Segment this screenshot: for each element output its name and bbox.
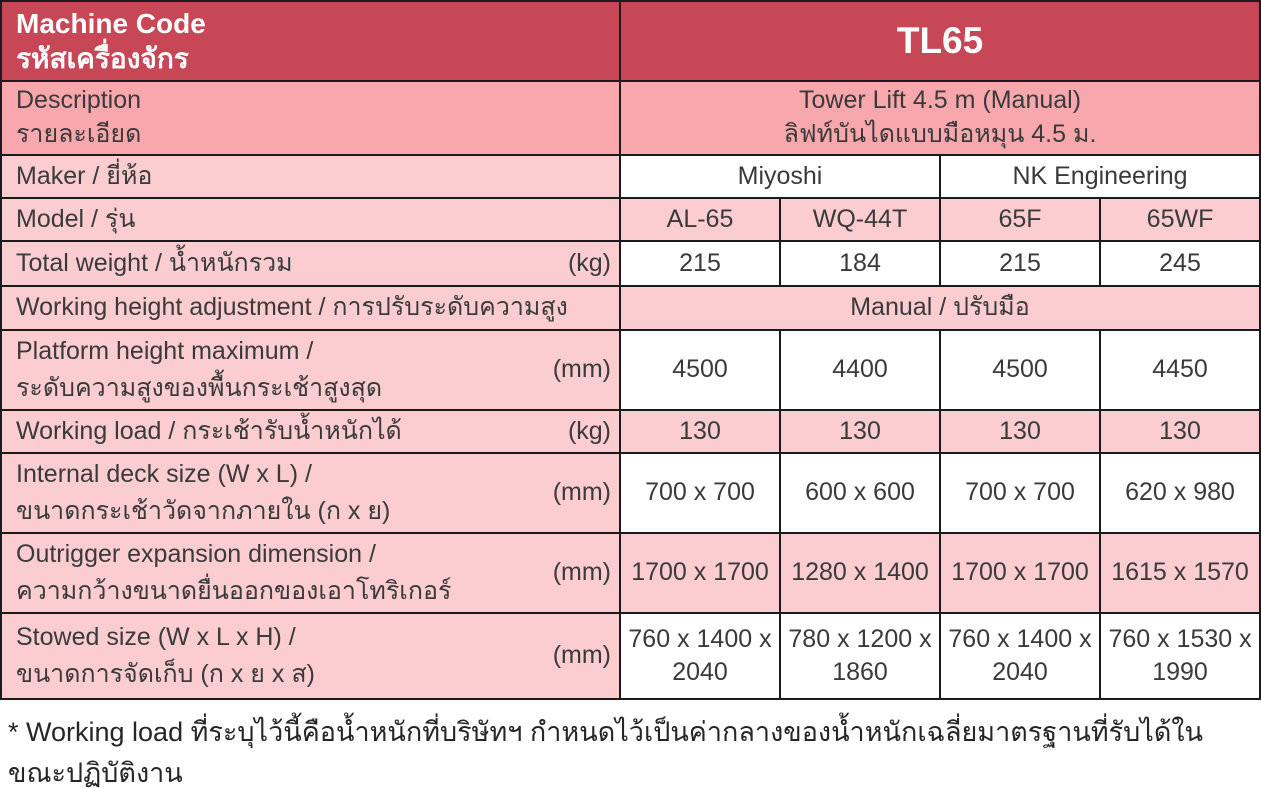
working-height-adjustment-row: Working height adjustment / การปรับระดับ… [0,284,1261,331]
stowed-size-label-en: Stowed size (W x L x H) / [16,623,296,652]
description-label-en: Description [16,86,142,114]
outrigger-expansion-value-1: 1700 x 1700 [619,531,781,614]
description-value-cell: Tower Lift 4.5 m (Manual) ลิฟท์บันไดแบบม… [618,80,1261,156]
total-weight-label-cell: Total weight / น้ำหนักรวม (kg) [0,239,621,287]
working-height-adjustment-label-cell: Working height adjustment / การปรับระดับ… [0,284,621,331]
maker-label-cell: Maker / ยี่ห้อ [0,153,621,199]
platform-height-label-th: ระดับความสูงของพื้นกระเช้าสูงสุด [16,373,383,402]
description-label-cell: Description รายละเอียด [0,80,621,156]
outrigger-expansion-unit: (mm) [552,558,611,587]
internal-deck-size-unit: (mm) [552,478,611,507]
working-load-value-4: 130 [1098,408,1261,454]
model-value-2: WQ-44T [779,196,941,242]
total-weight-row: Total weight / น้ำหนักรวม (kg) 215 184 2… [0,239,1261,287]
machine-code-header-cell: Machine Code รหัสเครื่องจักร [0,0,621,82]
outrigger-expansion-value-3: 1700 x 1700 [939,531,1101,614]
internal-deck-size-label-en: Internal deck size (W x L) / [16,460,312,489]
stowed-size-value-4: 760 x 1530 x 1990 [1098,611,1261,700]
model-value-1: AL-65 [619,196,781,242]
working-load-footnote: * Working load ที่ระบุไว้นี้คือน้ำหนักที… [8,716,1204,788]
platform-height-value-1: 4500 [619,328,781,411]
platform-height-label-en: Platform height maximum / [16,337,314,366]
stowed-size-value-2: 780 x 1200 x 1860 [779,611,941,700]
outrigger-expansion-value-2: 1280 x 1400 [779,531,941,614]
stowed-size-label-cell: Stowed size (W x L x H) / ขนาดการจัดเก็บ… [0,611,621,700]
total-weight-value-3: 215 [939,239,1101,287]
total-weight-label: Total weight / น้ำหนักรวม [16,248,293,277]
stowed-size-unit: (mm) [552,641,611,670]
internal-deck-size-row: Internal deck size (W x L) / ขนาดกระเช้า… [0,451,1261,534]
model-value-4: 65WF [1098,196,1261,242]
total-weight-unit: (kg) [567,248,611,277]
platform-height-value-2: 4400 [779,328,941,411]
internal-deck-size-value-3: 700 x 700 [939,451,1101,534]
outrigger-expansion-label-th: ความกว้างขนาดยื่นออกของเอาโทริเกอร์ [16,576,452,605]
stowed-size-row: Stowed size (W x L x H) / ขนาดการจัดเก็บ… [0,611,1261,700]
working-load-value-3: 130 [939,408,1101,454]
header-row: Machine Code รหัสเครื่องจักร TL65 [0,0,1261,82]
description-value-th: ลิฟท์บันไดแบบมือหมุน 4.5 ม. [783,119,1097,148]
working-load-value-1: 130 [619,408,781,454]
machine-code-label-en: Machine Code [16,8,206,39]
internal-deck-size-label-cell: Internal deck size (W x L) / ขนาดกระเช้า… [0,451,621,534]
model-value-3: 65F [939,196,1101,242]
total-weight-value-1: 215 [619,239,781,287]
stowed-size-label-th: ขนาดการจัดเก็บ (ก x ย x ส) [16,659,315,688]
maker-value-miyoshi: Miyoshi [619,153,941,199]
total-weight-value-2: 184 [779,239,941,287]
working-load-label-cell: Working load / กระเช้ารับน้ำหนักได้ (kg) [0,408,621,454]
machine-spec-table: Machine Code รหัสเครื่องจักร TL65 Descri… [0,0,1261,700]
internal-deck-size-label-th: ขนาดกระเช้าวัดจากภายใน (ก x ย) [16,496,391,525]
platform-height-value-4: 4450 [1098,328,1261,411]
working-load-row: Working load / กระเช้ารับน้ำหนักได้ (kg)… [0,408,1261,454]
platform-height-unit: (mm) [552,355,611,384]
description-label-th: รายละเอียด [16,119,142,148]
outrigger-expansion-label-cell: Outrigger expansion dimension / ความกว้า… [0,531,621,614]
internal-deck-size-value-2: 600 x 600 [779,451,941,534]
model-row: Model / รุ่น AL-65 WQ-44T 65F 65WF [0,196,1261,242]
stowed-size-value-1: 760 x 1400 x 2040 [619,611,781,700]
platform-height-label-cell: Platform height maximum / ระดับความสูงขอ… [0,328,621,411]
internal-deck-size-value-1: 700 x 700 [619,451,781,534]
machine-code-value: TL65 [896,19,984,61]
maker-value-nk-engineering: NK Engineering [938,153,1261,199]
working-height-adjustment-value: Manual / ปรับมือ [618,284,1261,331]
outrigger-expansion-row: Outrigger expansion dimension / ความกว้า… [0,531,1261,614]
working-load-unit: (kg) [567,416,611,445]
machine-code-label-th: รหัสเครื่องจักร [16,43,189,74]
description-row: Description รายละเอียด Tower Lift 4.5 m … [0,80,1261,156]
platform-height-value-3: 4500 [939,328,1101,411]
working-load-label: Working load / กระเช้ารับน้ำหนักได้ [16,416,402,445]
internal-deck-size-value-4: 620 x 980 [1098,451,1261,534]
total-weight-value-4: 245 [1098,239,1261,287]
description-value-en: Tower Lift 4.5 m (Manual) [799,86,1082,114]
maker-row: Maker / ยี่ห้อ Miyoshi NK Engineering [0,153,1261,199]
outrigger-expansion-label-en: Outrigger expansion dimension / [16,540,376,569]
stowed-size-value-3: 760 x 1400 x 2040 [939,611,1101,700]
outrigger-expansion-value-4: 1615 x 1570 [1098,531,1261,614]
model-label-cell: Model / รุ่น [0,196,621,242]
machine-code-value-cell: TL65 [618,0,1261,82]
platform-height-row: Platform height maximum / ระดับความสูงขอ… [0,328,1261,411]
working-load-value-2: 130 [779,408,941,454]
